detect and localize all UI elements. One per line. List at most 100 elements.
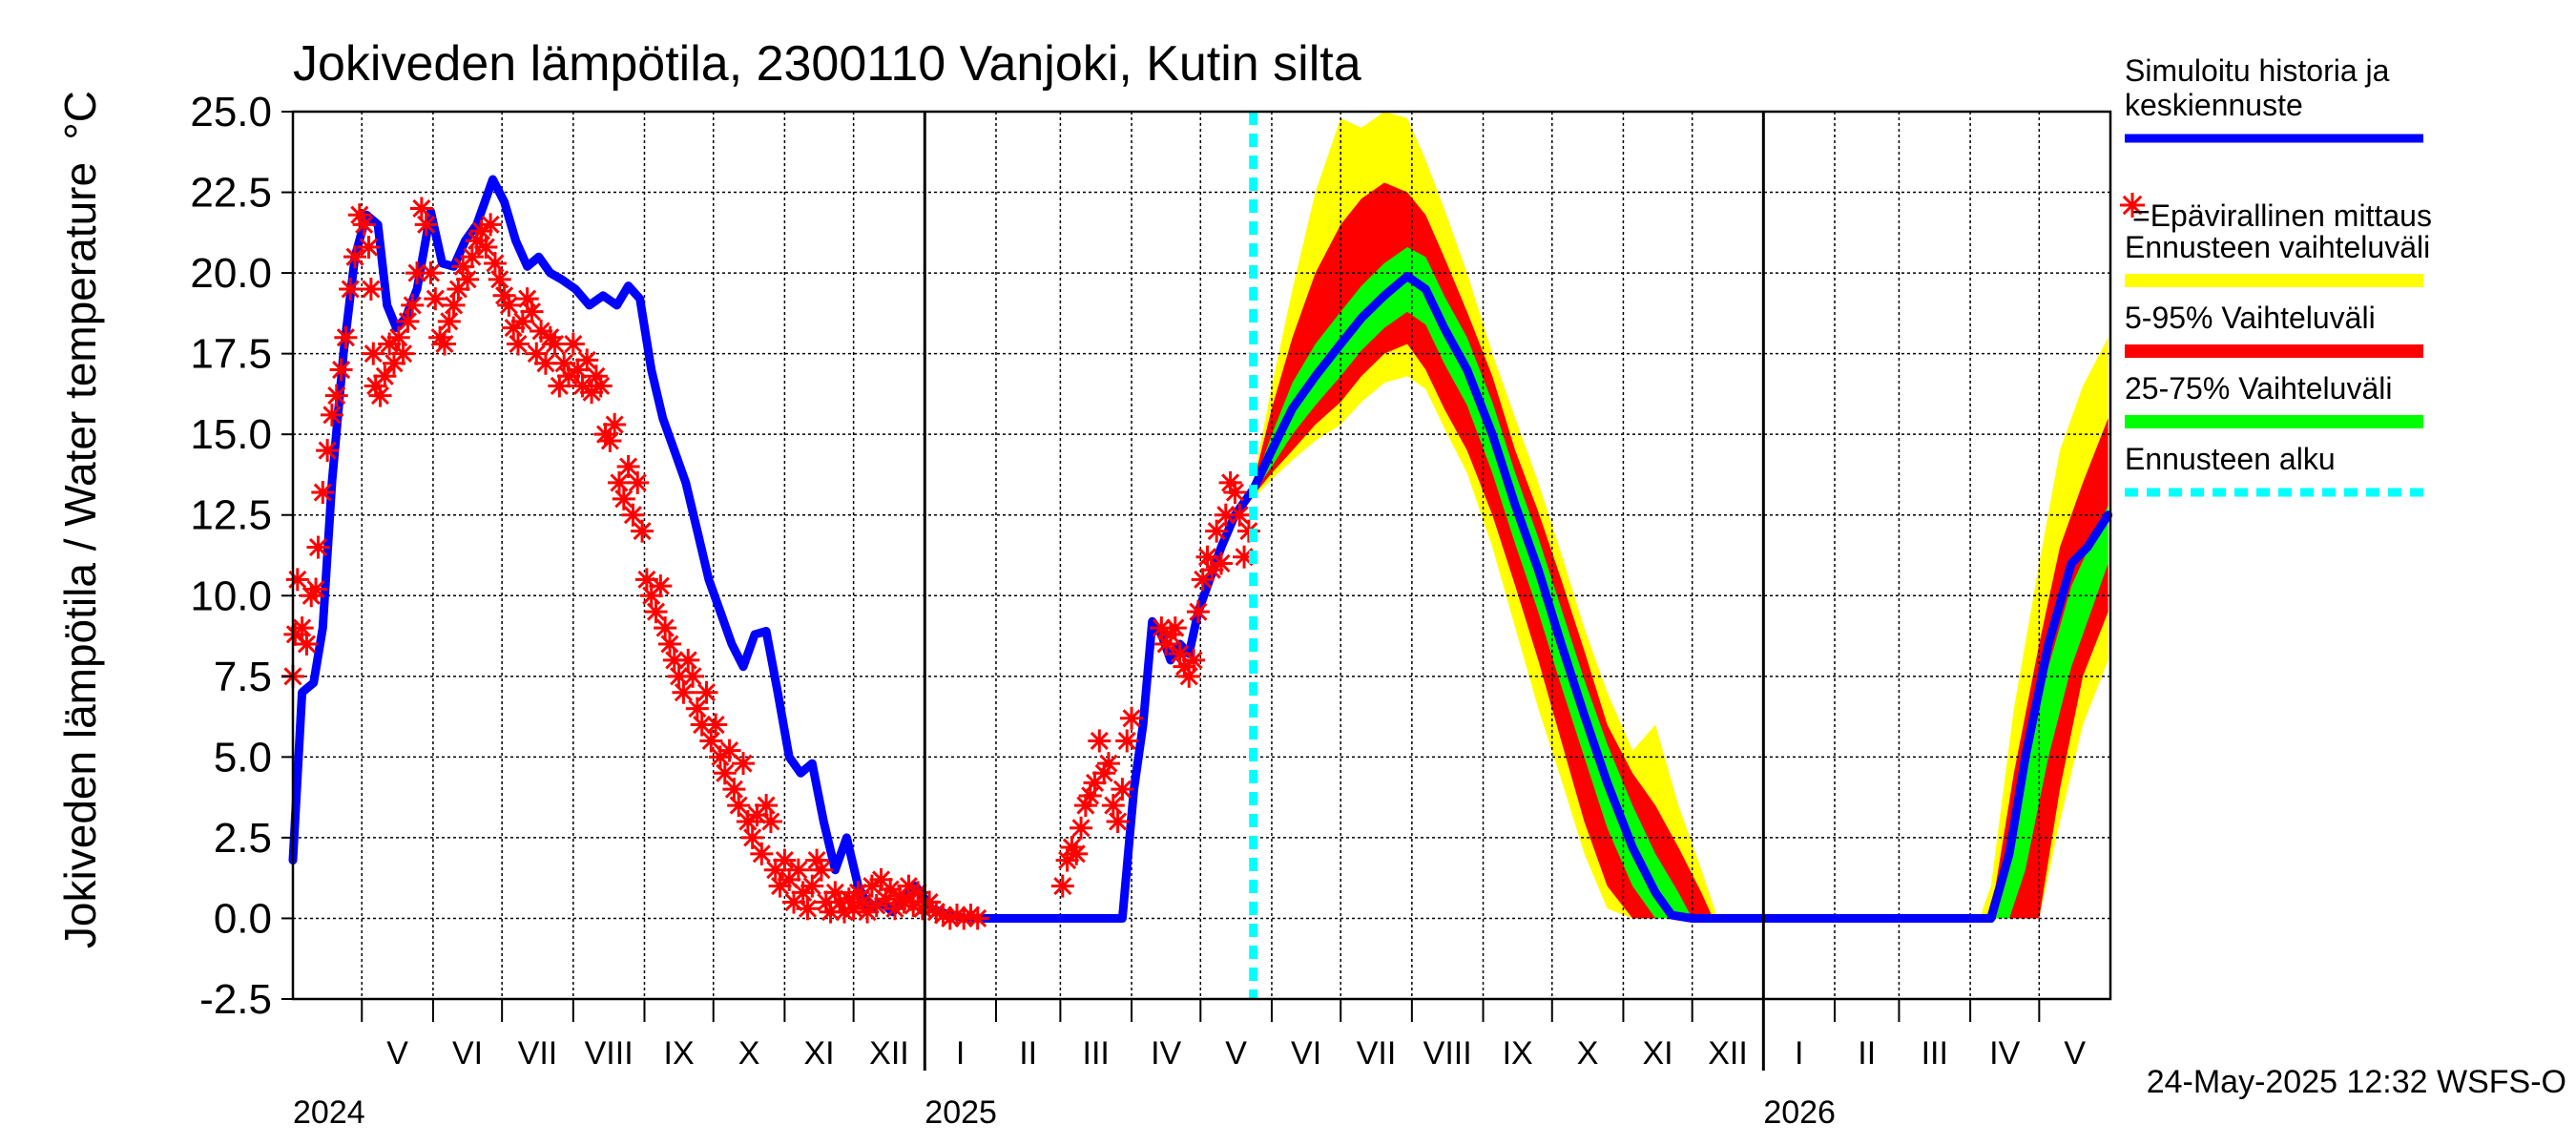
observation-point [717, 739, 741, 762]
observation-point [352, 213, 376, 237]
month-label: V [1225, 1035, 1247, 1072]
observation-point [324, 384, 348, 407]
year-label: 2026 [1763, 1094, 1836, 1131]
observation-point [339, 278, 363, 301]
observation-point [479, 213, 503, 237]
legend-label: 25-75% Vaihteluväli [2125, 371, 2392, 406]
month-label: IX [1503, 1035, 1533, 1072]
observation-point [447, 278, 470, 301]
observation-point [626, 470, 650, 494]
observation-point [304, 577, 328, 601]
observation-point [1228, 503, 1252, 527]
observation-point [414, 213, 438, 237]
legend-item-range: Ennusteen vaihteluväli [2125, 230, 2430, 287]
legend-label: Ennusteen vaihteluväli [2125, 230, 2430, 264]
footer-timestamp: 24-May-2025 12:32 WSFS-O [2147, 1064, 2566, 1100]
legend-label: =Epävirallinen mittaus [2132, 198, 2432, 233]
legend-label: keskiennuste [2125, 88, 2303, 122]
observation-point [695, 680, 718, 704]
observation-point [497, 293, 521, 317]
observation-point [631, 519, 654, 543]
month-label: XI [1642, 1035, 1672, 1072]
month-label: XII [1708, 1035, 1748, 1072]
observation-point [755, 794, 779, 818]
y-tick-label: 25.0 [190, 89, 272, 135]
observation-point [1065, 842, 1089, 865]
observation-point [649, 574, 673, 598]
observation-point [773, 848, 797, 872]
year-label: 2025 [924, 1094, 997, 1131]
observation-point [750, 842, 774, 865]
observation-point [456, 267, 480, 291]
observation-point [786, 858, 810, 882]
observation-point [1205, 519, 1229, 543]
observation-point [644, 600, 668, 624]
observation-point [1186, 600, 1210, 624]
observation-point [758, 810, 782, 833]
y-tick-label: 15.0 [190, 411, 272, 458]
y-tick-label: -2.5 [199, 976, 272, 1023]
observation-point [732, 752, 756, 776]
y-tick-label: 2.5 [214, 815, 272, 862]
observation-point [1182, 648, 1206, 672]
chart-title: Jokiveden lämpötila, 2300110 Vanjoki, Ku… [293, 36, 1361, 92]
observation-point [343, 245, 367, 269]
month-label: VII [518, 1035, 558, 1072]
y-tick-label: 10.0 [190, 572, 272, 619]
legend-item-obs: =Epävirallinen mittaus [2120, 193, 2432, 233]
observation-point [2120, 193, 2145, 218]
y-tick-label: 17.5 [190, 331, 272, 378]
observation-point [1070, 816, 1093, 840]
observation-point [396, 309, 420, 333]
observation-point [460, 245, 484, 269]
observation-point [382, 351, 405, 375]
y-tick-label: 0.0 [214, 895, 272, 942]
month-label: X [1577, 1035, 1599, 1072]
observation-point [704, 713, 728, 737]
observation-point [290, 616, 314, 640]
legend-swatch [2125, 274, 2423, 287]
month-label: X [738, 1035, 760, 1072]
observation-point [612, 487, 635, 510]
observation-markers [281, 197, 1260, 930]
observation-point [1191, 568, 1215, 592]
observation-point [1115, 729, 1139, 753]
observation-point [713, 761, 737, 785]
observation-point [334, 325, 358, 349]
observation-point [1088, 729, 1111, 753]
observation-point [589, 374, 613, 398]
observation-point [488, 267, 511, 291]
observation-point [507, 332, 530, 356]
observation-point [520, 300, 544, 323]
month-label: XII [869, 1035, 909, 1072]
observation-point [598, 428, 622, 452]
month-label: IV [1151, 1035, 1181, 1072]
month-label: VI [452, 1035, 483, 1072]
observation-point [543, 332, 567, 356]
observation-point [740, 825, 764, 849]
observation-point [681, 664, 705, 688]
observation-point [1177, 664, 1201, 688]
month-label: VI [1291, 1035, 1321, 1072]
observation-point [373, 364, 397, 388]
observation-point [401, 293, 425, 317]
grid-lines [293, 112, 2110, 999]
observation-point [603, 413, 627, 437]
observation-point [424, 287, 447, 311]
plot-frame [291, 110, 2112, 1001]
observation-point [295, 633, 319, 656]
legend-item-p5_95: 5-95% Vaihteluväli [2125, 301, 2423, 358]
observation-point [575, 348, 599, 372]
month-label: I [1795, 1035, 1803, 1072]
month-label: V [386, 1035, 408, 1072]
y-tick-label: 5.0 [214, 734, 272, 781]
observation-point [316, 439, 340, 463]
observation-point [1083, 771, 1107, 795]
y-tick-label: 20.0 [190, 250, 272, 297]
month-label: VIII [1423, 1035, 1472, 1072]
observation-point [419, 261, 443, 285]
observation-point [1050, 874, 1074, 898]
legend-swatch [2125, 415, 2423, 428]
